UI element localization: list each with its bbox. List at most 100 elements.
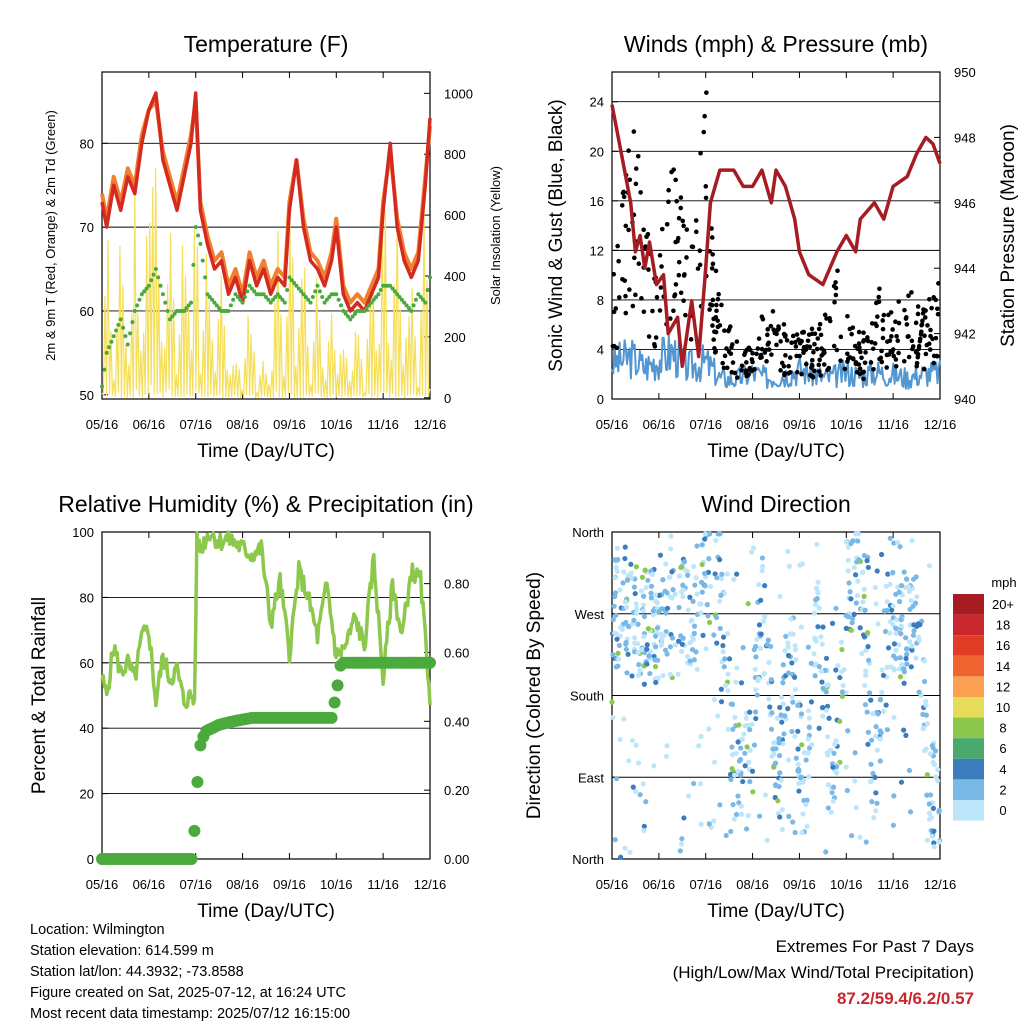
direction-point-853 bbox=[800, 811, 806, 817]
direction-point-101 bbox=[623, 646, 630, 652]
direction-point-561 bbox=[778, 777, 784, 783]
direction-point-251 bbox=[732, 714, 738, 720]
dew-point-90 bbox=[310, 294, 315, 299]
gust-point-72 bbox=[666, 187, 671, 193]
gust-point-379 bbox=[933, 297, 939, 303]
direction-point-523 bbox=[756, 622, 763, 628]
dew-point-71 bbox=[266, 297, 271, 302]
direction-point-760 bbox=[639, 574, 646, 580]
gust-point-312 bbox=[703, 184, 709, 189]
direction-point-79 bbox=[633, 788, 639, 794]
gust-point-334 bbox=[654, 294, 660, 300]
direction-point-150 bbox=[897, 674, 904, 680]
gust-point-386 bbox=[744, 347, 750, 352]
direction-point-490 bbox=[789, 660, 795, 666]
direction-point-864 bbox=[870, 711, 876, 717]
gust-point-194 bbox=[793, 344, 799, 349]
direction-point-109 bbox=[699, 589, 705, 595]
direction-point-311 bbox=[869, 737, 875, 743]
direction-point-665 bbox=[909, 537, 915, 544]
gust-point-389 bbox=[885, 339, 890, 344]
direction-point-439 bbox=[868, 697, 874, 703]
gust-point-339 bbox=[672, 293, 677, 299]
direction-point-127 bbox=[633, 606, 640, 612]
direction-point-548 bbox=[869, 799, 875, 805]
direction-point-143 bbox=[725, 671, 731, 677]
dew-point-59 bbox=[238, 297, 243, 302]
direction-point-383 bbox=[864, 558, 870, 564]
dew-point-58 bbox=[235, 294, 240, 299]
gust-point-304 bbox=[781, 322, 787, 327]
direction-point-379 bbox=[792, 686, 798, 693]
gust-point-202 bbox=[931, 360, 937, 366]
x-axis-label-1: Time (Day/UTC) bbox=[707, 441, 845, 462]
dew-point-17 bbox=[139, 292, 144, 297]
direction-point-287 bbox=[861, 586, 867, 592]
direction-point-646 bbox=[739, 736, 745, 742]
direction-point-761 bbox=[826, 715, 832, 721]
station-info: Location: Wilmington Station elevation: … bbox=[30, 920, 350, 1025]
dew-point-138 bbox=[423, 300, 428, 305]
direction-point-303 bbox=[789, 694, 795, 700]
x-tick-label-0-2: 07/16 bbox=[179, 417, 212, 432]
gust-point-205 bbox=[893, 357, 899, 362]
direction-point-241 bbox=[742, 763, 748, 769]
colorbar-label-9: 2 bbox=[999, 782, 1006, 797]
direction-point-481 bbox=[823, 707, 830, 713]
gust-point-390 bbox=[779, 360, 785, 366]
direction-point-525 bbox=[768, 676, 774, 683]
chart-title-2: Relative Humidity (%) & Precipitation (i… bbox=[58, 491, 473, 517]
direction-point-598 bbox=[862, 607, 868, 613]
gust-point-65 bbox=[659, 226, 665, 232]
direction-point-678 bbox=[776, 736, 782, 742]
direction-point-866 bbox=[929, 814, 935, 821]
direction-point-200 bbox=[845, 568, 851, 574]
direction-point-834 bbox=[890, 569, 896, 576]
y-tick-label-1-1: 4 bbox=[597, 342, 604, 357]
direction-point-865 bbox=[916, 689, 922, 695]
gust-point-184 bbox=[876, 294, 882, 300]
y-tick-label-2-4: 80 bbox=[80, 590, 94, 605]
direction-point-655 bbox=[642, 567, 648, 573]
direction-point-170 bbox=[749, 549, 755, 555]
gust-point-224 bbox=[796, 337, 801, 342]
gust-point-404 bbox=[666, 199, 671, 205]
dew-point-89 bbox=[308, 300, 313, 305]
precip-point-30 bbox=[185, 853, 198, 865]
direction-point-66 bbox=[672, 642, 679, 648]
gust-point-59 bbox=[631, 129, 637, 134]
direction-point-391 bbox=[633, 610, 640, 616]
gust-point-232 bbox=[743, 368, 749, 373]
direction-point-691 bbox=[793, 657, 799, 663]
direction-point-660 bbox=[861, 552, 867, 559]
dew-point-73 bbox=[271, 297, 276, 302]
direction-point-648 bbox=[752, 666, 758, 672]
direction-point-682 bbox=[887, 535, 893, 541]
direction-point-828 bbox=[805, 750, 811, 756]
direction-point-723 bbox=[839, 689, 845, 695]
direction-point-769 bbox=[669, 635, 676, 641]
gust-point-0 bbox=[822, 312, 828, 318]
direction-point-276 bbox=[930, 805, 936, 811]
direction-point-219 bbox=[713, 537, 719, 544]
gust-point-236 bbox=[683, 312, 688, 318]
gust-point-254 bbox=[750, 350, 755, 356]
direction-point-291 bbox=[857, 834, 863, 840]
gust-point-220 bbox=[877, 286, 882, 292]
gust-point-226 bbox=[871, 366, 876, 372]
gust-point-177 bbox=[778, 368, 783, 373]
direction-point-674 bbox=[865, 729, 871, 735]
direction-point-426 bbox=[717, 802, 723, 808]
direction-point-510 bbox=[785, 644, 791, 650]
chart-title-3: Wind Direction bbox=[701, 491, 851, 517]
direction-point-14 bbox=[774, 715, 781, 721]
direction-point-243 bbox=[837, 718, 843, 724]
direction-point-820 bbox=[705, 613, 711, 619]
direction-point-835 bbox=[750, 789, 756, 795]
dew-point-124 bbox=[390, 286, 395, 291]
direction-point-877 bbox=[680, 582, 686, 588]
gust-point-309 bbox=[873, 300, 879, 306]
direction-point-76 bbox=[694, 666, 700, 672]
colorbar-label-5: 10 bbox=[996, 700, 1010, 715]
direction-point-512 bbox=[903, 635, 909, 641]
